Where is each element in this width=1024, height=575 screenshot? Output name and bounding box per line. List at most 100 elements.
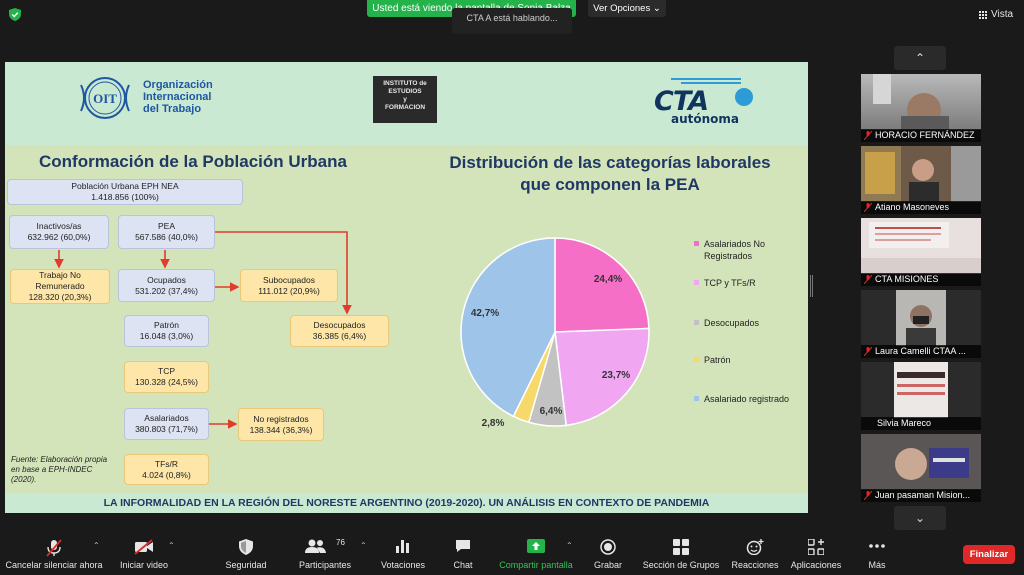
legend-label: Asalariado registrado [704,394,790,404]
box-pea: PEA 567.586 (40,0%) [118,215,215,249]
legend-item: Desocupados [694,317,759,329]
share-screen-label: Compartir pantalla [499,560,573,570]
view-button[interactable]: Vista [978,6,1013,24]
participant-tile[interactable]: Atiano Masoneves [861,146,981,214]
mic-muted-icon [864,347,872,356]
participant-tile[interactable]: Laura Camelli CTAA ... [861,290,981,358]
cta-autonoma-logo: CTA autónoma [651,76,761,136]
chat-label: Chat [453,560,473,570]
record-icon [600,539,616,555]
legend-item: TCP y TFs/R [694,277,756,289]
security-button[interactable]: Seguridad [220,533,272,575]
cta-word: CTA [654,86,709,117]
box-label: Ocupados [147,274,186,285]
oit-line-2: Internacional [143,91,212,103]
participant-tile[interactable]: Silvia Mareco [861,362,981,430]
apps-label: Aplicaciones [790,560,842,570]
institute-line-3: y [403,96,407,103]
pie-label-3: 6,4% [540,406,563,417]
legend-swatch [694,320,699,325]
box-label-1: Trabajo No [39,270,81,280]
video-off-icon [134,539,153,555]
legend-label: Desocupados [704,318,760,328]
participants-icon [305,539,326,553]
box-value: 4.024 (0,8%) [142,469,191,480]
participant-name-text: Laura Camelli CTAA ... [875,346,966,356]
participant-tile[interactable]: HORACIO FERNÁNDEZ [861,74,981,142]
record-button[interactable]: Grabar [588,533,628,575]
participant-tile[interactable]: Juan pasaman Mision... [861,434,981,502]
box-poblacion-urbana: Población Urbana EPH NEA 1.418.856 (100%… [7,179,243,205]
reactions-label: Reacciones [731,560,779,570]
oit-logo: OIT [80,77,130,119]
box-subocupados: Subocupados 111.012 (20,9%) [240,269,338,302]
chevron-up-icon[interactable]: ⌃ [93,541,100,550]
participants-button[interactable]: 76 ⌃ Participantes [294,533,367,575]
box-label: Población Urbana EPH NEA [71,181,179,191]
pie-label-5: 42,7% [471,308,499,319]
box-label: TCP [158,366,175,376]
legend-swatch [694,280,699,285]
chat-button[interactable]: Chat [442,533,484,575]
sun-icon [735,88,753,106]
participant-name-text: Silvia Mareco [877,418,932,428]
pie-label-2: 23,7% [602,370,630,381]
slide-footer-title: LA INFORMALIDAD EN LA REGIÓN DEL NORESTE… [5,493,808,513]
legend-swatch [694,357,699,362]
participant-video [861,146,981,202]
pie-chart: 24,4% 23,7% 6,4% 2,8% 42,7% [460,237,650,429]
apps-icon [808,539,824,555]
participant-video [861,362,981,418]
box-tfs: TFs/R 4.024 (0,8%) [124,454,209,485]
institute-line-1: INSTITUTO de [383,80,427,87]
polls-button[interactable]: Votaciones [376,533,430,575]
chevron-down-icon: ⌄ [914,511,926,525]
right-title-line-2: que componen la PEA [520,175,700,194]
box-inactivos: Inactivos/as 632.962 (60,0%) [9,215,109,249]
scroll-up-button[interactable]: ⌃ [894,46,946,70]
box-label: No registrados [253,413,309,424]
share-screen-button[interactable]: ⌃ Compartir pantalla [496,533,576,575]
view-label: Vista [991,9,1014,20]
box-value: 1.418.856 (100%) [91,192,159,202]
shield-icon[interactable] [9,8,21,21]
grid-icon [978,11,987,20]
box-value: 128.320 (20,3%) [28,292,92,302]
box-label: TFs/R [154,458,179,469]
box-value: 380.803 (71,7%) [135,424,198,434]
chevron-up-icon[interactable]: ⌃ [360,541,367,550]
shield-icon [239,539,253,555]
chevron-up-icon[interactable]: ⌃ [168,541,175,550]
slide-header: OIT Organización Internacional del Traba… [5,62,808,145]
participant-video [861,74,981,130]
scroll-down-button[interactable]: ⌄ [894,506,946,530]
panel-resize-handle[interactable] [810,275,813,297]
unmute-button[interactable]: ⌃ Cancelar silenciar ahora [0,533,108,575]
mic-muted-icon [864,131,872,140]
end-meeting-button[interactable]: Finalizar [963,545,1015,564]
box-value: 111.012 (20,9%) [258,285,320,296]
pie-label-1: 24,4% [594,274,622,285]
reactions-button[interactable]: Reacciones [730,533,780,575]
breakout-rooms-button[interactable]: Sección de Grupos [640,533,722,575]
apps-button[interactable]: Aplicaciones [788,533,844,575]
top-bar: Usted está viendo la pantalla de Sonia B… [0,0,1024,50]
box-no-registrados: No registrados 138.344 (36,3%) [238,408,324,441]
participant-tile[interactable]: CTA MISIONES [861,218,981,286]
start-video-button[interactable]: ⌃ Iniciar video [112,533,176,575]
participant-video [861,434,981,490]
institute-line-4: FORMACION [384,104,426,111]
more-button[interactable]: Más [858,533,896,575]
more-label: Más [868,560,886,570]
box-tcp: TCP 130.328 (24,5%) [124,361,209,393]
box-value: 138.344 (36,3%) [249,424,313,435]
source-note: Fuente: Elaboración propia en base a EPH… [11,455,108,484]
pie-label-4: 2,8% [482,418,505,429]
mic-muted-icon [46,539,62,557]
participant-name-text: HORACIO FERNÁNDEZ [875,130,975,140]
box-trabajo-no-remunerado: Trabajo No Remunerado 128.320 (20,3%) [10,269,110,304]
view-options-button[interactable]: Ver Opciones ⌄ [588,0,666,17]
breakout-rooms-icon [673,539,689,555]
chevron-up-icon[interactable]: ⌃ [566,541,573,550]
legend-item: Asalariados No Registrados [694,238,804,262]
